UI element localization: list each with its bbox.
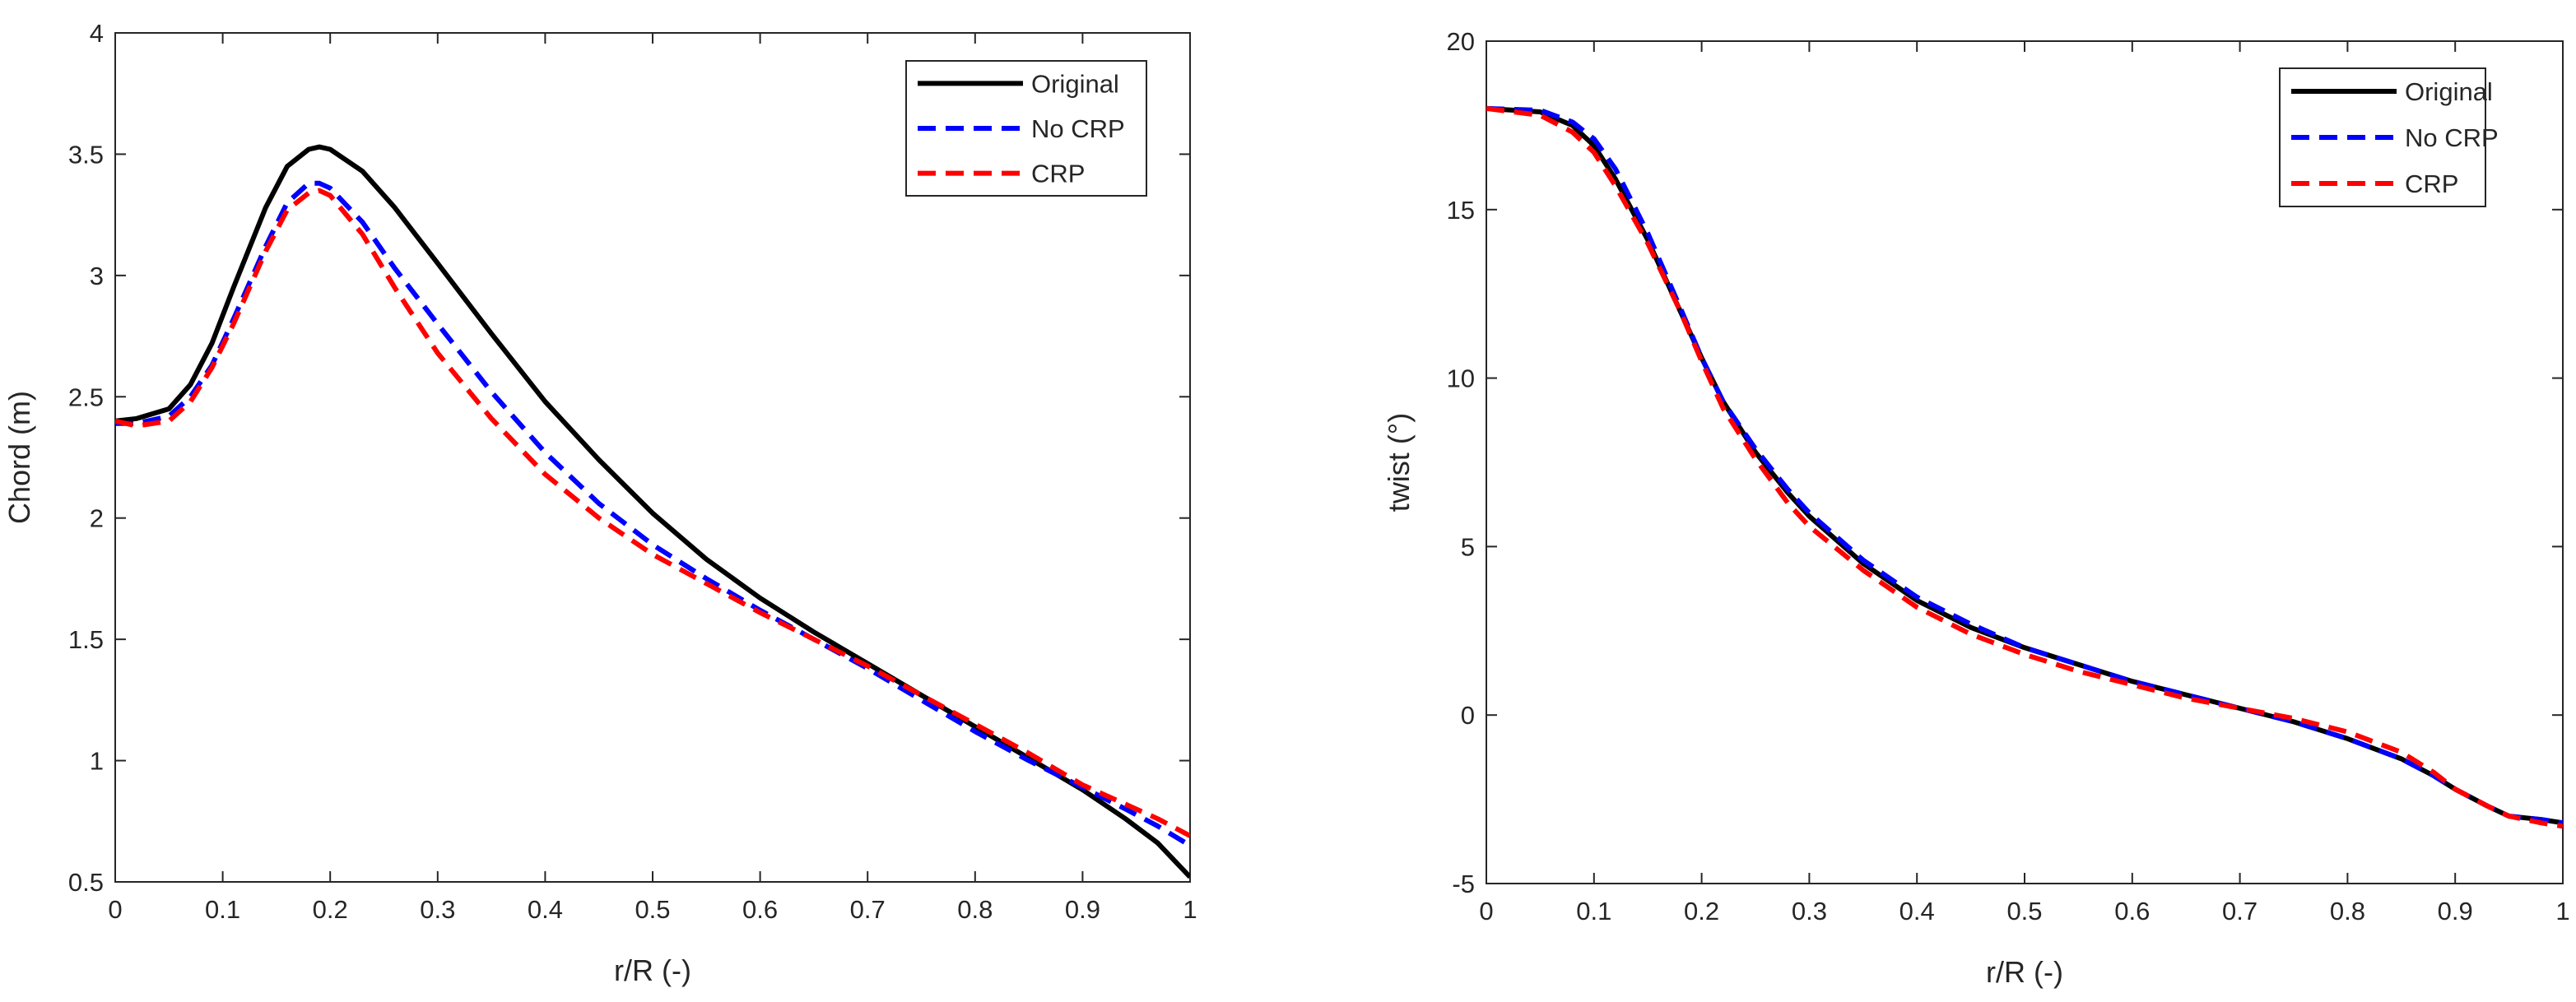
legend: Original No CRP CRP	[2279, 67, 2499, 207]
x-tick-label: 0	[1479, 897, 1493, 925]
legend-label-no-crp: No CRP	[2405, 123, 2499, 152]
series-line-crp	[115, 188, 1190, 838]
legend-label-original: Original	[1031, 69, 1119, 98]
y-tick-label: 2	[90, 504, 104, 533]
x-axis-label: r/R (-)	[614, 953, 691, 987]
x-tick-label: 0.1	[205, 895, 240, 924]
y-tick-label: 3	[90, 262, 104, 290]
y-tick-label: 1	[90, 747, 104, 776]
y-axis-label: Chord (m)	[2, 391, 36, 524]
x-tick-label: 0.1	[1576, 897, 1611, 925]
legend-label-crp: CRP	[1031, 160, 1085, 188]
y-tick-label: 0.5	[68, 868, 104, 897]
x-tick-label: 1	[2555, 897, 2569, 925]
y-tick-label: -5	[1452, 870, 1475, 898]
x-tick-label: 0.6	[2114, 897, 2150, 925]
y-tick-label: 2.5	[68, 383, 104, 411]
series-group	[1486, 105, 2563, 829]
x-tick-label: 0.7	[2222, 897, 2257, 925]
legend-label-crp: CRP	[2405, 169, 2458, 198]
x-axis-label: r/R (-)	[1986, 955, 2063, 989]
series-line-no-crp	[115, 180, 1190, 848]
x-tick-label: 0.4	[1899, 897, 1935, 925]
x-tick-label: 0.3	[420, 895, 455, 924]
x-tick-label: 0.5	[2006, 897, 2042, 925]
legend: Original No CRP CRP	[905, 60, 1147, 197]
x-tick-label: 0.5	[635, 895, 670, 924]
y-tick-label: 3.5	[68, 140, 104, 169]
series-group	[115, 144, 1190, 879]
x-tick-label: 0.2	[313, 895, 348, 924]
x-tick-label: 0.8	[2330, 897, 2365, 925]
x-tick-label: 1	[1183, 895, 1197, 924]
series-line-crp	[1486, 105, 2563, 829]
x-tick-label: 0.3	[1792, 897, 1827, 925]
y-tick-label: 15	[1447, 196, 1475, 225]
x-tick-label: 0.4	[528, 895, 563, 924]
y-axis-label: twist (°)	[1382, 413, 1416, 512]
x-tick-label: 0.9	[2438, 897, 2473, 925]
y-tick-label: 5	[1461, 532, 1475, 561]
y-tick-label: 10	[1447, 364, 1475, 393]
legend-label-original: Original	[2405, 77, 2493, 106]
x-tick-label: 0.9	[1065, 895, 1100, 924]
series-line-original	[115, 144, 1190, 879]
twist-chart: 0 0.1 0.2 0.3 0.4 0.5 0.6 0.7 0.8 0.9 1-505101520r…	[1382, 27, 2570, 989]
y-tick-label: 4	[90, 19, 104, 48]
x-tick-label: 0.8	[957, 895, 993, 924]
x-tick-label: 0	[108, 895, 122, 924]
y-tick-label: 1.5	[68, 625, 104, 654]
x-tick-label: 0.7	[850, 895, 886, 924]
legend-label-no-crp: No CRP	[1031, 114, 1125, 143]
x-tick-label: 0.2	[1684, 897, 1719, 925]
y-tick-label: 0	[1461, 701, 1475, 730]
x-tick-label: 0.6	[742, 895, 778, 924]
chord-chart: 0 0.1 0.2 0.3 0.4 0.5 0.6 0.7 0.8 0.9 1 0.5 1 1.5 2 2.5…	[2, 19, 1197, 987]
y-tick-label: 20	[1447, 27, 1475, 56]
